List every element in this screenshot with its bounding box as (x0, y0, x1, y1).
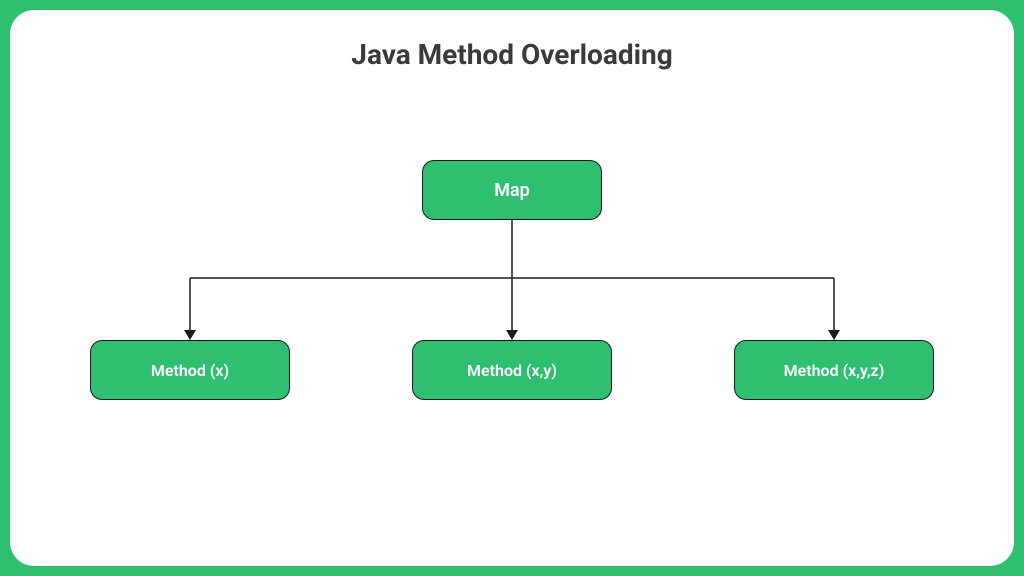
diagram-title: Java Method Overloading (10, 38, 1014, 71)
child-node-label: Method (x,y) (467, 361, 557, 380)
child-node-method-xy: Method (x,y) (412, 340, 612, 400)
child-node-method-x: Method (x) (90, 340, 290, 400)
child-node-method-xyz: Method (x,y,z) (734, 340, 934, 400)
child-node-label: Method (x) (151, 361, 229, 380)
root-node: Map (422, 160, 602, 220)
connector-layer (10, 10, 1014, 566)
outer-frame: Java Method Overloading Map Method (x) M… (0, 0, 1024, 576)
diagram-canvas: Java Method Overloading Map Method (x) M… (10, 10, 1014, 566)
child-node-label: Method (x,y,z) (784, 361, 885, 380)
root-node-label: Map (494, 180, 530, 201)
